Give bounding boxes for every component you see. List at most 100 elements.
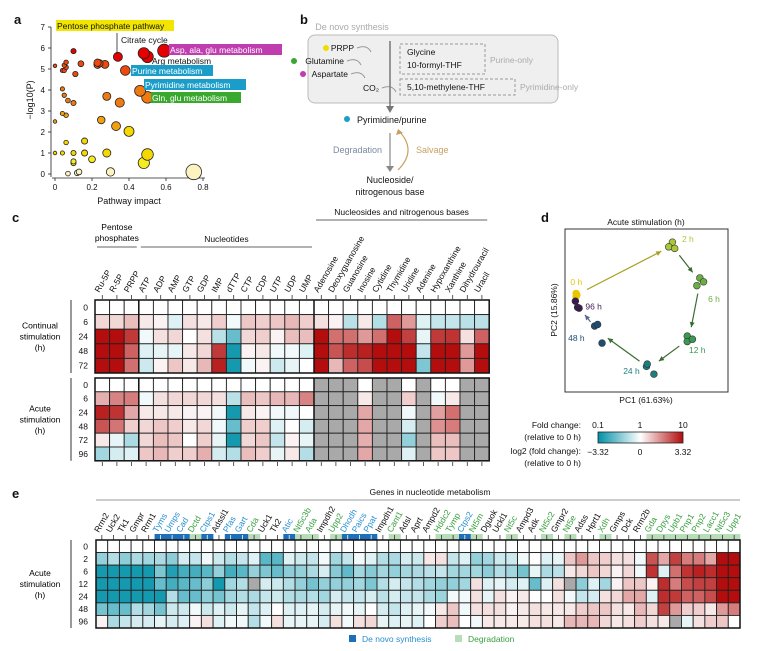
heatmap-cell [167,418,184,434]
heatmap-cell [493,539,507,554]
colorbar-label: (relative to 0 h) [524,458,581,468]
heatmap-cell [481,602,495,616]
heatmap-cell [411,539,425,554]
heatmap-cell [552,589,565,604]
heatmap-cell [240,418,257,434]
heatmap-cell [284,418,300,434]
heatmap-cell [481,589,495,604]
de-novo-legend-swatch [349,635,356,642]
heatmap-cell [563,539,577,554]
annotation-highlight [56,20,174,31]
pathway-point [63,139,69,146]
heatmap-title: Genes in nucleotide metabolism [370,487,491,497]
heatmap-cell [459,377,476,393]
heatmap-cell [371,432,388,448]
heatmap-cell [313,418,330,434]
heatmap-cell [259,539,273,554]
heatmap-cell [704,564,718,579]
heatmap-cell [123,405,140,420]
heatmap-cell [459,299,476,316]
colorbar-label: (relative to 0 h) [524,432,581,442]
heatmap-cell [225,328,242,345]
heatmap-cell [328,357,344,374]
heatmap-cell [298,418,315,434]
heatmap-cell [182,343,198,359]
heatmap-cell [540,614,554,629]
heatmap-cell [94,299,111,316]
timepoint-label: 2 h [682,234,694,244]
heatmap-cell [211,343,227,359]
heatmap-cell [236,614,249,629]
heatmap-cell [196,405,213,420]
heatmap-cell [470,614,483,629]
heatmap-cell [493,589,507,604]
heatmap-cell [152,405,169,420]
heatmap-cell [474,418,490,434]
heatmap-cell [493,564,507,579]
timepoint-label: 0 h [570,277,582,287]
row-label: 24 [79,592,89,602]
heatmap-cell [470,577,483,591]
group-label: Nucleotides [204,234,248,244]
heatmap-cell [123,328,140,345]
heatmap-cell [138,299,154,316]
heatmap-cell [634,602,647,616]
heatmap-cell [657,539,671,554]
heatmap-cell [138,446,154,462]
heatmap-cell [716,614,729,629]
heatmap-cell [575,614,589,629]
heatmap-cell [152,357,169,374]
heatmap-cell [284,446,300,462]
heatmap-cell [364,539,378,554]
heatmap-cell [716,564,729,579]
heatmap-cell [704,614,718,629]
heatmap-cell [388,564,401,579]
heatmap-cell [458,614,472,629]
heatmap-cell [189,589,202,604]
heatmap-cell [716,552,729,566]
heatmap-cell [225,432,242,448]
heatmap-cell [255,357,271,374]
heatmap-cell [528,589,542,604]
heatmap-cell [167,328,184,345]
heatmap-cell [212,564,226,579]
panel-d-pca: Acute stimulation (h) PC1 (61.63%) PC2 (15… [511,217,729,468]
heatmap-cell [298,357,315,374]
heatmap-cell [200,602,214,616]
row-label: 96 [79,449,89,459]
heatmap-cell [716,577,729,591]
heatmap-cell [692,577,706,591]
heatmap-cell [505,589,518,604]
heatmap-cell [95,602,109,616]
x-tick-label: 0.8 [197,183,209,192]
heatmap-cell [587,564,600,579]
heatmap-cell [247,577,261,591]
heatmap-cell [411,602,425,616]
heatmap-cell [371,377,388,393]
heatmap-cell [306,602,319,616]
heatmap-cell [353,539,366,554]
heatmap-cell [388,539,401,554]
heatmap-cell [610,564,624,579]
row-label: 96 [79,617,89,627]
heatmap-cell [255,391,271,407]
heatmap-cell [313,299,330,316]
heatmap-cell [240,314,257,330]
heatmap-cell [401,314,417,330]
heatmap-cell [444,328,461,345]
heatmap-cell [224,552,237,566]
heatmap-cell [342,343,359,359]
trajectory-arrow [607,337,640,362]
heatmap-cell [247,552,261,566]
heatmap-cell [563,564,577,579]
heatmap-cell [328,432,344,448]
purine-only-box [399,43,486,75]
heatmap-cell [152,377,169,393]
heatmap-cell [189,564,202,579]
heatmap-cell [182,377,198,393]
heatmap-cell [224,589,237,604]
heatmap-cell [435,552,448,566]
heatmap-cell [259,564,273,579]
heatmap-cell [430,391,446,407]
heatmap-cell [328,391,344,407]
